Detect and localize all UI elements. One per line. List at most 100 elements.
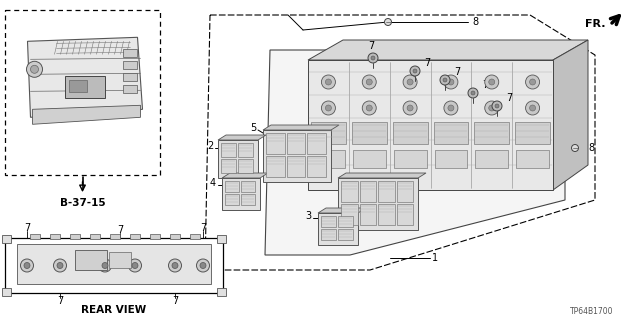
Circle shape (99, 259, 111, 272)
Bar (190, 234, 200, 239)
Polygon shape (265, 50, 565, 255)
Polygon shape (553, 40, 588, 190)
Circle shape (525, 75, 540, 89)
Bar (225, 181, 239, 192)
Bar (263, 130, 331, 182)
Circle shape (489, 79, 495, 85)
Bar (170, 234, 180, 239)
Circle shape (484, 101, 499, 115)
Circle shape (484, 75, 499, 89)
Bar (312, 150, 345, 168)
Bar (238, 159, 253, 173)
Bar (393, 122, 428, 144)
Text: 7: 7 (24, 223, 30, 233)
Bar (30, 234, 40, 239)
Circle shape (321, 101, 335, 115)
Circle shape (132, 263, 138, 269)
Polygon shape (263, 125, 339, 130)
Circle shape (366, 105, 372, 111)
Circle shape (407, 105, 413, 111)
Bar (5, 10, 160, 175)
Bar (5, 238, 223, 293)
Circle shape (31, 65, 38, 73)
Circle shape (403, 75, 417, 89)
Circle shape (444, 75, 458, 89)
Bar (90, 234, 100, 239)
Polygon shape (218, 135, 266, 140)
Polygon shape (338, 173, 426, 178)
Bar (238, 143, 253, 157)
Bar (221, 143, 236, 157)
Bar (217, 235, 226, 243)
Bar (307, 156, 326, 177)
Polygon shape (308, 40, 588, 60)
Circle shape (525, 101, 540, 115)
Bar (217, 288, 226, 296)
Bar (110, 234, 120, 239)
Text: 6: 6 (325, 173, 331, 183)
Text: FR.: FR. (586, 19, 606, 29)
Bar (287, 156, 305, 177)
Circle shape (468, 88, 478, 98)
Circle shape (529, 105, 536, 111)
Bar (311, 122, 346, 144)
Circle shape (54, 259, 67, 272)
Circle shape (20, 259, 33, 272)
Circle shape (492, 101, 502, 111)
Bar (353, 150, 386, 168)
Bar (241, 181, 255, 192)
Bar (318, 213, 358, 245)
Bar (65, 76, 104, 98)
Text: 5: 5 (250, 123, 256, 133)
Bar (515, 122, 550, 144)
Bar (378, 204, 394, 225)
Bar (218, 140, 258, 178)
Bar (2, 235, 11, 243)
Bar (360, 204, 376, 225)
Circle shape (129, 259, 141, 272)
Text: 1: 1 (432, 253, 438, 263)
Bar (338, 216, 353, 227)
Text: 7: 7 (424, 58, 430, 68)
Circle shape (443, 78, 447, 82)
Bar (241, 194, 255, 205)
Circle shape (57, 263, 63, 269)
Text: 7: 7 (454, 67, 460, 77)
Circle shape (448, 105, 454, 111)
Text: 2: 2 (207, 141, 213, 151)
Bar (50, 234, 60, 239)
Circle shape (410, 66, 420, 76)
Text: B-37-15: B-37-15 (60, 198, 106, 208)
Circle shape (413, 69, 417, 73)
Circle shape (371, 56, 375, 60)
Text: 7: 7 (482, 80, 488, 90)
Bar (394, 150, 426, 168)
Bar (308, 60, 553, 190)
Text: 3: 3 (305, 211, 311, 221)
Text: 4: 4 (210, 178, 216, 188)
Text: 7: 7 (368, 41, 374, 51)
Bar (516, 150, 549, 168)
Bar (476, 150, 508, 168)
Polygon shape (318, 208, 366, 213)
Text: 8: 8 (472, 17, 478, 27)
Circle shape (448, 79, 454, 85)
Polygon shape (205, 15, 595, 270)
Circle shape (362, 75, 376, 89)
Text: 8: 8 (588, 143, 594, 153)
Circle shape (102, 263, 108, 269)
Bar (360, 181, 376, 202)
Text: 7: 7 (172, 296, 178, 306)
Circle shape (471, 91, 475, 95)
Circle shape (24, 263, 30, 269)
Circle shape (366, 79, 372, 85)
Bar (221, 159, 236, 173)
Circle shape (407, 79, 413, 85)
Bar (122, 61, 136, 69)
Circle shape (325, 79, 332, 85)
Bar (321, 229, 336, 240)
Text: 7: 7 (200, 223, 206, 233)
Polygon shape (222, 173, 268, 178)
Bar (341, 204, 358, 225)
Bar (266, 133, 285, 154)
